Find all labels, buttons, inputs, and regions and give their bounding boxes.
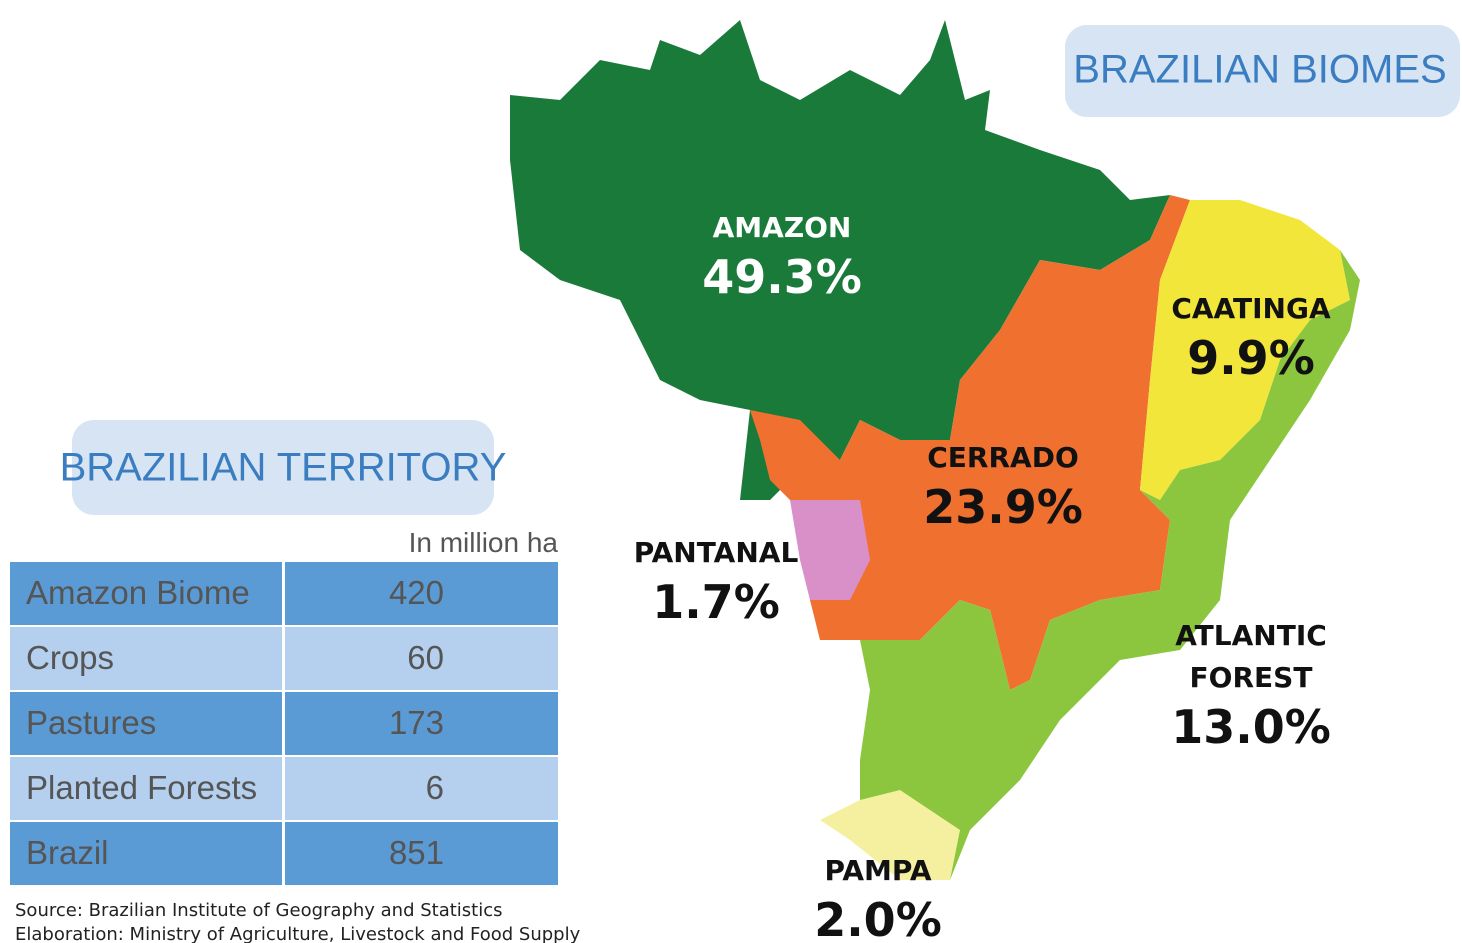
table-title-badge bbox=[72, 420, 494, 515]
pantanal-region bbox=[790, 500, 870, 600]
biome-labels: AMAZON 49.3% CAATINGA 9.9% CERRADO 23.9% PANTA… bbox=[634, 211, 1331, 943]
biome-share: 1.7% bbox=[652, 575, 780, 629]
table-cell bbox=[10, 562, 282, 625]
biome-name: CAATINGA bbox=[1171, 292, 1331, 325]
table-title: BRAZILIAN TERRITORY bbox=[60, 446, 507, 490]
table-cell bbox=[10, 692, 282, 755]
row-label: Brazil bbox=[26, 834, 109, 871]
biome-name: AMAZON bbox=[713, 211, 852, 244]
biome-name: PAMPA bbox=[824, 854, 931, 887]
biome-name: ATLANTIC bbox=[1175, 619, 1327, 652]
source-line: Elaboration: Ministry of Agriculture, Li… bbox=[15, 924, 581, 943]
row-label: Crops bbox=[26, 639, 114, 676]
source-line: Source: Brazilian Institute of Geography… bbox=[15, 900, 503, 921]
biome-share: 9.9% bbox=[1187, 331, 1315, 385]
caatinga-region bbox=[1140, 200, 1350, 500]
pampa-region bbox=[820, 790, 960, 880]
amazon-region bbox=[510, 20, 1170, 500]
biome-share: 49.3% bbox=[702, 250, 862, 304]
map bbox=[510, 20, 1360, 880]
row-label: Planted Forests bbox=[26, 769, 257, 806]
biome-name: PANTANAL bbox=[634, 536, 799, 569]
table-cell bbox=[10, 627, 282, 690]
table-cell bbox=[285, 757, 558, 820]
biome-share: 23.9% bbox=[923, 480, 1083, 534]
biome-share: 2.0% bbox=[814, 893, 942, 943]
row-value: 420 bbox=[389, 574, 444, 611]
biome-name: CERRADO bbox=[927, 441, 1079, 474]
row-value: 60 bbox=[407, 639, 444, 676]
table-cell bbox=[10, 822, 282, 885]
table-cell bbox=[10, 757, 282, 820]
biome-name: FOREST bbox=[1190, 661, 1313, 694]
table-cell bbox=[285, 692, 558, 755]
row-value: 851 bbox=[389, 834, 444, 871]
row-value: 173 bbox=[389, 704, 444, 741]
biome-share: 13.0% bbox=[1171, 700, 1331, 754]
map-title: BRAZILIAN BIOMES bbox=[1073, 48, 1446, 92]
table: Amazon Biome 420 Crops 60 Pastures 173 Planted… bbox=[10, 562, 558, 885]
atlantic-forest-region bbox=[860, 250, 1360, 880]
table-cell bbox=[285, 562, 558, 625]
table-cell bbox=[285, 627, 558, 690]
table-unit: In million ha bbox=[409, 527, 559, 558]
table-cell bbox=[285, 822, 558, 885]
row-label: Amazon Biome bbox=[26, 574, 250, 611]
row-label: Pastures bbox=[26, 704, 156, 741]
map-title-badge bbox=[1065, 25, 1460, 117]
row-value: 6 bbox=[426, 769, 444, 806]
